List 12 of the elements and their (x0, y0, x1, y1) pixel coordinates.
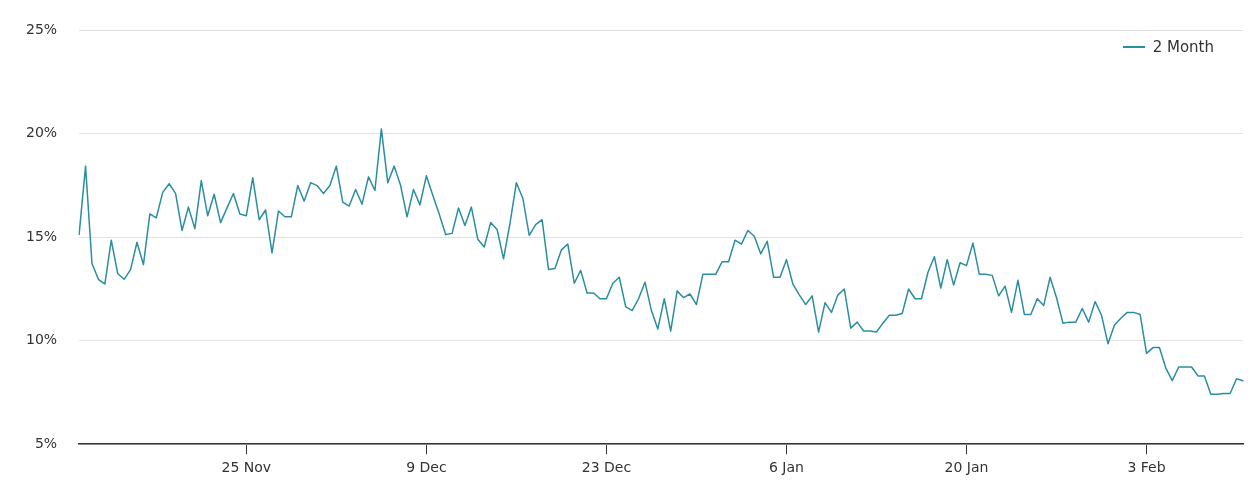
x-tick-label: 25 Nov (221, 459, 272, 476)
y-tick-label: 10% (25, 331, 58, 348)
x-tick-label: 20 Jan (944, 459, 989, 476)
x-tick-label: 23 Dec (581, 459, 632, 476)
y-tick-label: 20% (25, 124, 58, 141)
x-tick-label: 3 Feb (1127, 459, 1166, 476)
y-tick-label: 15% (25, 227, 58, 244)
legend-label: 2 Month (1152, 38, 1214, 56)
y-tick-label: 5% (34, 434, 58, 451)
x-tick-label: 6 Jan (768, 459, 804, 476)
x-tick-label: 9 Dec (406, 459, 447, 476)
y-tick-label: 25% (25, 21, 58, 38)
